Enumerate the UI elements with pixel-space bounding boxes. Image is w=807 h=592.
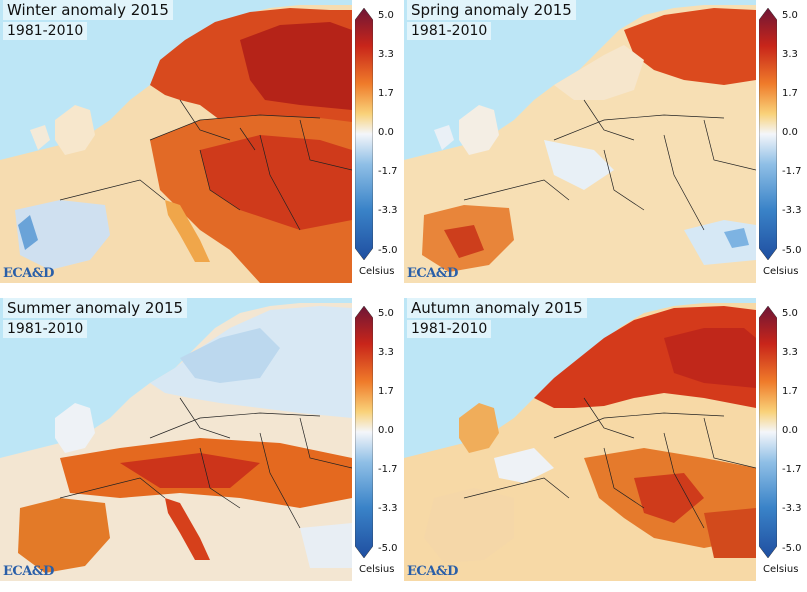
- autumn-map-graphic: [404, 303, 756, 581]
- spring-map-graphic: [404, 5, 756, 283]
- colorbar: [758, 7, 778, 261]
- tick-label: 3.3: [782, 347, 798, 358]
- tick-label: 5.0: [782, 10, 798, 21]
- eca-logo: ECA&D: [407, 266, 458, 281]
- logo-text: ECA&D: [407, 564, 458, 579]
- panel-summer: Summer anomaly 2015 1981-2010 ECA&D 5.0 …: [0, 298, 404, 592]
- tick-label: -3.3: [378, 205, 398, 216]
- colorbar-unit: Celsius: [359, 266, 395, 277]
- panel-winter: Winter anomaly 2015 1981-2010 ECA&D 5.0 …: [0, 0, 404, 294]
- panel-period: 1981-2010: [3, 22, 88, 40]
- panel-period: 1981-2010: [3, 320, 88, 338]
- tick-label: 1.7: [378, 88, 394, 99]
- colorbar: [354, 305, 374, 559]
- panel-title: Spring anomaly 2015: [407, 0, 576, 20]
- tick-label: 5.0: [378, 10, 394, 21]
- tick-label: 0.0: [378, 425, 394, 436]
- tick-label: -5.0: [378, 245, 398, 256]
- map-summer: Summer anomaly 2015 1981-2010 ECA&D: [0, 298, 352, 581]
- colorbar: [758, 305, 778, 559]
- eca-logo: ECA&D: [3, 564, 54, 579]
- logo-text: ECA&D: [3, 266, 54, 281]
- panel-autumn: Autumn anomaly 2015 1981-2010 ECA&D 5.0 …: [404, 298, 807, 592]
- tick-label: 5.0: [378, 308, 394, 319]
- tick-label: -5.0: [378, 543, 398, 554]
- map-spring: Spring anomaly 2015 1981-2010 ECA&D: [404, 0, 756, 283]
- tick-label: 0.0: [378, 127, 394, 138]
- logo-text: ECA&D: [3, 564, 54, 579]
- tick-label: -5.0: [782, 245, 802, 256]
- tick-label: 3.3: [782, 49, 798, 60]
- panel-title: Winter anomaly 2015: [3, 0, 173, 20]
- tick-label: 3.3: [378, 49, 394, 60]
- winter-map-graphic: [0, 5, 352, 283]
- panel-spring: Spring anomaly 2015 1981-2010 ECA&D 5.0 …: [404, 0, 807, 294]
- tick-label: -1.7: [782, 166, 802, 177]
- tick-label: 1.7: [782, 88, 798, 99]
- colorbar-unit: Celsius: [763, 564, 799, 575]
- eca-logo: ECA&D: [3, 266, 54, 281]
- panel-title: Autumn anomaly 2015: [407, 298, 587, 318]
- tick-label: -3.3: [782, 503, 802, 514]
- colorbar-unit: Celsius: [359, 564, 395, 575]
- map-autumn: Autumn anomaly 2015 1981-2010 ECA&D: [404, 298, 756, 581]
- tick-label: -3.3: [378, 503, 398, 514]
- colorbar-unit: Celsius: [763, 266, 799, 277]
- tick-label: 0.0: [782, 127, 798, 138]
- tick-label: 5.0: [782, 308, 798, 319]
- panel-title: Summer anomaly 2015: [3, 298, 188, 318]
- panel-period: 1981-2010: [407, 320, 492, 338]
- tick-label: 1.7: [782, 386, 798, 397]
- panel-period: 1981-2010: [407, 22, 492, 40]
- tick-label: -1.7: [378, 464, 398, 475]
- tick-label: -3.3: [782, 205, 802, 216]
- eca-logo: ECA&D: [407, 564, 458, 579]
- colorbar: [354, 7, 374, 261]
- tick-label: 0.0: [782, 425, 798, 436]
- logo-text: ECA&D: [407, 266, 458, 281]
- tick-label: 1.7: [378, 386, 394, 397]
- map-winter: Winter anomaly 2015 1981-2010 ECA&D: [0, 0, 352, 283]
- summer-map-graphic: [0, 303, 352, 581]
- tick-label: 3.3: [378, 347, 394, 358]
- tick-label: -1.7: [378, 166, 398, 177]
- tick-label: -1.7: [782, 464, 802, 475]
- tick-label: -5.0: [782, 543, 802, 554]
